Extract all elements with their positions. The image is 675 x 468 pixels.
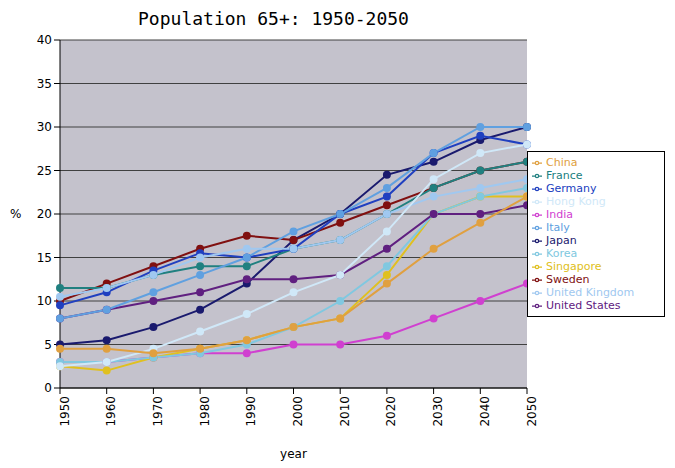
svg-text:2030: 2030 [431, 396, 445, 427]
svg-text:2020: 2020 [384, 396, 398, 427]
html-text:Italy: Italy [546, 221, 570, 234]
svg-text:20: 20 [37, 207, 52, 221]
html-text:Japan: Japan [546, 234, 577, 247]
svg-text:2000: 2000 [291, 396, 305, 427]
html-text:Hong Kong: Hong Kong [546, 195, 606, 208]
svg-text:year: year [280, 447, 307, 461]
svg-text:10: 10 [37, 294, 52, 308]
svg-text:0: 0 [44, 381, 52, 395]
html-text:United Kingdom: United Kingdom [546, 286, 635, 299]
svg-text:35: 35 [37, 77, 52, 91]
svg-text:2010: 2010 [338, 396, 352, 427]
svg-text:1960: 1960 [104, 396, 118, 427]
svg-text:%: % [10, 207, 21, 221]
svg-text:25: 25 [37, 164, 52, 178]
html-text:Sweden: Sweden [546, 273, 590, 286]
html-text:India: India [546, 208, 573, 221]
svg-text:2040: 2040 [478, 396, 492, 427]
html-text:Germany: Germany [546, 182, 597, 195]
html-text:Singapore: Singapore [546, 260, 602, 273]
svg-text:40: 40 [37, 33, 52, 47]
svg-text:15: 15 [37, 251, 52, 265]
svg-text:1970: 1970 [151, 396, 165, 427]
svg-text:1950: 1950 [58, 396, 72, 427]
svg-text:2050: 2050 [525, 396, 539, 427]
svg-text:1990: 1990 [244, 396, 258, 427]
svg-text:1980: 1980 [198, 396, 212, 427]
html-text:China: China [546, 156, 578, 169]
svg-text:30: 30 [37, 120, 52, 134]
svg-text:5: 5 [44, 338, 52, 352]
html-text:United States: United States [546, 299, 621, 312]
html-text:Population 65+: 1950-2050: Population 65+: 1950-2050 [138, 8, 409, 29]
html-text:Korea: Korea [546, 247, 578, 260]
html-text:France: France [546, 169, 583, 182]
